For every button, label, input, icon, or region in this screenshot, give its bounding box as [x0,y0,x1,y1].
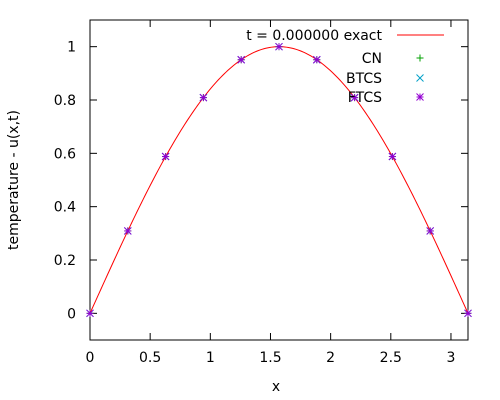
legend-marker-btcs [416,74,424,82]
y-tick-label: 0 [67,306,76,322]
y-tick-label: 0.6 [54,146,76,162]
data-point-ftcs [123,227,132,235]
x-tick-label: 3 [447,350,456,366]
y-tick-label: 1 [67,40,76,56]
data-point-ftcs [426,227,435,235]
y-tick-label: 0.2 [54,253,76,269]
plot-border [89,19,469,341]
legend-label: FTCS [348,90,382,106]
series-line-exact [89,46,469,314]
data-point-ftcs [312,55,321,64]
data-point-ftcs [388,152,397,161]
legend: t = 0.000000 exact CN BTCS FTCS [246,28,444,106]
data-point-ftcs [86,309,94,318]
x-tick-label: 0.5 [139,350,161,366]
data-point-ftcs [350,93,359,102]
legend-marker-cn [416,54,424,62]
data-point-ftcs [161,152,170,161]
plot-area [89,19,469,341]
legend-label: t = 0.000000 exact [246,28,382,44]
x-tick-label: 1.5 [259,350,281,366]
x-tick-label: 0 [86,350,95,366]
legend-label: BTCS [346,71,382,87]
axis-ticks: 0 0.5 1 1.5 2 2.5 3 0 0.2 0.4 0.6 0.8 1 [54,20,468,366]
y-axis-label: temperature - u(x,t) [6,110,22,250]
x-tick-label: 1 [206,350,215,366]
legend-marker-ftcs [416,93,424,101]
x-tick-label: 2 [326,350,335,366]
data-point-ftcs [237,55,246,64]
legend-label: CN [362,51,382,67]
x-tick-label: 2.5 [380,350,402,366]
data-point-ftcs [199,93,208,102]
x-axis-label: x [272,379,280,395]
data-point-ftcs [464,309,472,318]
data-point-ftcs [275,42,283,51]
y-tick-label: 0.8 [54,93,76,109]
y-tick-label: 0.4 [54,200,76,216]
data-series [86,42,472,318]
